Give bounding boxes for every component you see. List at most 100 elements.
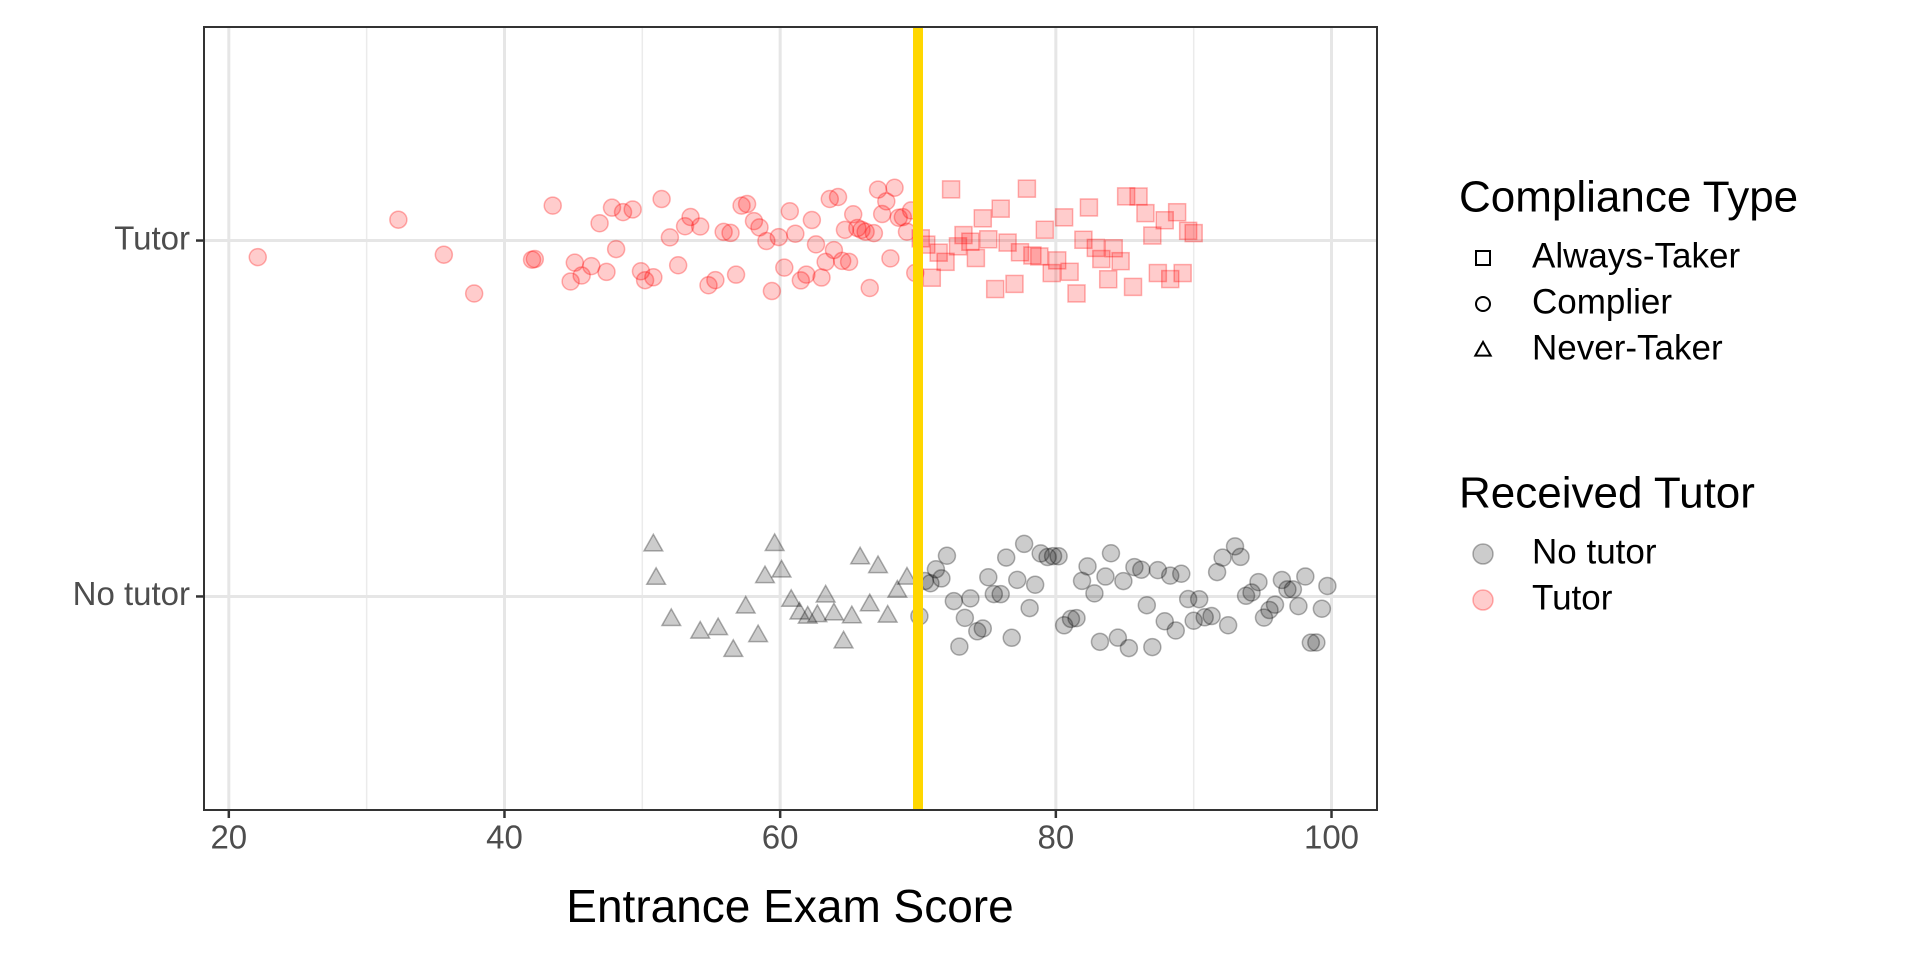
point (941, 180, 961, 199)
point (689, 619, 711, 639)
point (1049, 547, 1068, 566)
point (961, 589, 980, 608)
point (1213, 548, 1232, 567)
point (859, 592, 881, 612)
panel-border (203, 26, 1378, 811)
point (1242, 583, 1261, 602)
point (561, 272, 580, 291)
point (735, 594, 757, 614)
legend-title: Compliance Type (1459, 173, 1798, 222)
point (936, 252, 955, 272)
point (1272, 570, 1292, 590)
x-tick-label: 40 (486, 819, 523, 856)
point (1030, 247, 1049, 266)
point (750, 218, 769, 237)
point (843, 205, 863, 224)
point (926, 560, 946, 579)
legend-label: Never-Taker (1532, 328, 1723, 367)
legend-label: Tutor (1532, 578, 1613, 617)
y-tick-label: Tutor (114, 219, 190, 256)
point (690, 217, 710, 236)
point (1184, 223, 1203, 243)
point (812, 268, 831, 287)
point (737, 194, 757, 214)
point (1225, 537, 1245, 556)
point (606, 239, 626, 259)
point (1031, 544, 1050, 563)
point (832, 629, 855, 649)
point (1202, 606, 1221, 626)
point (823, 601, 845, 621)
point (968, 622, 987, 641)
point (1047, 251, 1067, 270)
point (966, 248, 986, 268)
point (1079, 198, 1099, 217)
point (797, 604, 819, 624)
point (1132, 560, 1151, 579)
point (922, 268, 942, 287)
point (852, 220, 871, 240)
point (464, 284, 484, 303)
point (1260, 600, 1279, 620)
point (1148, 560, 1168, 580)
point (707, 616, 729, 636)
point (644, 268, 663, 287)
point (1098, 269, 1118, 289)
point (1307, 633, 1326, 652)
point (525, 249, 545, 269)
point (1167, 202, 1187, 222)
point (602, 198, 622, 217)
point (802, 210, 822, 230)
x-tick-label: 60 (762, 819, 799, 856)
point (1054, 208, 1074, 227)
point (896, 566, 918, 585)
point (815, 583, 837, 603)
point (1123, 277, 1143, 297)
point (706, 270, 725, 290)
point (886, 579, 908, 598)
point (1249, 572, 1268, 592)
point (864, 223, 884, 243)
legend-label: Always-Taker (1532, 236, 1740, 275)
point (820, 189, 840, 209)
point (1085, 584, 1104, 603)
point (1148, 263, 1168, 283)
point (1166, 621, 1186, 640)
point (623, 200, 642, 219)
point (764, 532, 786, 552)
legend-key (1475, 296, 1491, 312)
point (1173, 263, 1192, 283)
point (1074, 230, 1093, 250)
point (565, 253, 585, 272)
point (984, 584, 1004, 604)
point (856, 222, 875, 242)
point (991, 199, 1010, 218)
x-tick-label: 20 (210, 819, 247, 856)
point (881, 249, 900, 268)
point (1155, 611, 1174, 631)
point (1002, 628, 1021, 648)
point (1005, 274, 1024, 294)
point (1061, 609, 1081, 629)
point (937, 546, 957, 565)
point (1035, 220, 1055, 240)
point (1020, 598, 1039, 618)
point (642, 532, 664, 552)
point (791, 271, 811, 290)
point (860, 278, 880, 298)
point (788, 600, 811, 620)
point (613, 202, 633, 222)
point (1143, 637, 1162, 657)
point (1119, 638, 1139, 658)
point (824, 240, 844, 260)
point (1025, 575, 1045, 594)
point (998, 233, 1017, 252)
point (985, 279, 1005, 299)
point (754, 564, 776, 584)
point (1108, 628, 1128, 647)
x-axis-label: Entrance Exam Score (566, 880, 1013, 932)
point (543, 196, 562, 215)
point (1160, 566, 1180, 585)
point (572, 266, 591, 285)
